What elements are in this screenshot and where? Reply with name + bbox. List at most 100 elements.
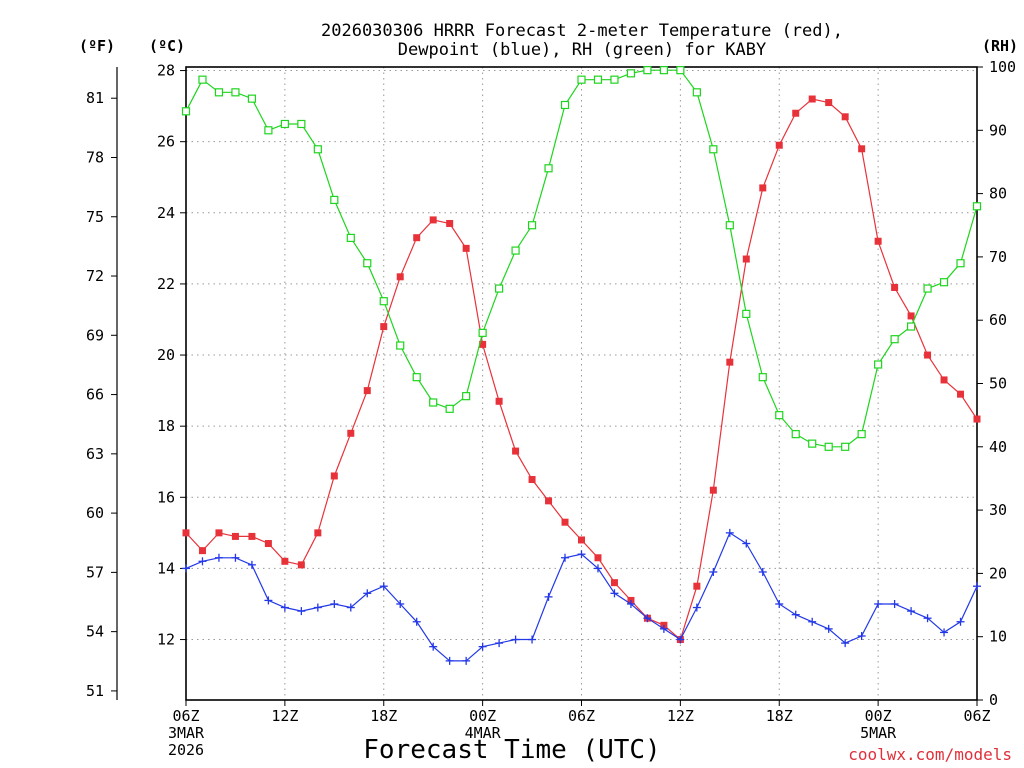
x-tick-label: 00Z	[865, 707, 892, 725]
rh-point	[923, 284, 932, 293]
rh-point	[560, 100, 570, 110]
temperature-point	[396, 273, 404, 281]
dewpoint-point	[429, 642, 438, 651]
rh-point	[626, 69, 636, 78]
rh-point	[330, 195, 339, 205]
rh-point	[808, 439, 817, 448]
rh-point	[412, 373, 421, 382]
dewpoint-point	[923, 614, 932, 623]
rh-point	[758, 373, 767, 382]
rh-tick-label: 0	[989, 691, 998, 709]
celsius-tick-label: 16	[157, 488, 175, 506]
rh-point	[264, 126, 273, 135]
dewpoint-point	[313, 603, 322, 612]
temperature-point	[297, 561, 305, 569]
rh-point	[198, 75, 207, 84]
dewpoint-point	[758, 567, 767, 576]
temperature-point	[907, 312, 915, 320]
temperature-point	[891, 283, 899, 291]
temperature-point	[792, 109, 800, 117]
rh-tick-label: 50	[989, 375, 1007, 393]
dewpoint-point	[775, 599, 784, 608]
rh-point	[363, 259, 372, 268]
plot-frame	[185, 66, 978, 701]
temperature-point	[281, 557, 289, 565]
celsius-unit-label: (ºC)	[149, 37, 185, 55]
celsius-tick-label: 18	[157, 417, 175, 435]
rh-tick-label: 70	[989, 248, 1007, 266]
temperature-point	[495, 397, 503, 405]
fahrenheit-tick-label: 51	[86, 682, 104, 700]
chart-title-line1: 2026030306 HRRR Forecast 2-meter Tempera…	[321, 21, 843, 41]
fahrenheit-unit-label: (ºF)	[79, 37, 115, 55]
x-tick-label: 18Z	[370, 707, 397, 725]
dewpoint-point	[396, 599, 405, 608]
rh-point	[775, 411, 784, 420]
rh-point	[593, 75, 603, 84]
temperature-point	[594, 554, 602, 562]
dewpoint-point	[264, 596, 273, 605]
temperature-point	[709, 486, 717, 494]
fahrenheit-tick-label: 72	[86, 267, 104, 285]
rh-point	[874, 360, 883, 369]
dewpoint-point	[940, 628, 949, 637]
celsius-tick-label: 14	[157, 559, 175, 577]
rh-point	[841, 442, 850, 451]
rh-point	[659, 66, 668, 75]
temperature-point	[446, 219, 454, 227]
temperature-point	[957, 390, 965, 398]
temperature-line	[185, 98, 978, 641]
dewpoint-point	[495, 639, 504, 648]
dewpoint-point	[791, 610, 800, 619]
dewpoint-point	[676, 635, 685, 644]
rh-point	[396, 341, 405, 350]
rh-point	[692, 88, 701, 97]
dewpoint-point	[824, 624, 833, 633]
rh-point	[313, 145, 322, 154]
dewpoint-point	[626, 599, 635, 608]
temperature-point	[759, 184, 767, 192]
x-tick-label: 18Z	[766, 707, 793, 725]
rh-point	[791, 430, 800, 439]
rh-point	[511, 246, 520, 255]
temperature-point	[940, 376, 948, 384]
temperature-point	[545, 497, 553, 505]
rh-point	[280, 119, 289, 129]
celsius-tick-label: 26	[157, 133, 175, 151]
dewpoint-point	[907, 607, 916, 616]
fahrenheit-tick-label: 57	[86, 563, 104, 581]
x-tick-label: 06Z	[963, 707, 990, 725]
dewpoint-point	[478, 642, 487, 651]
rh-point	[956, 259, 965, 268]
dewpoint-point	[709, 567, 718, 576]
dewpoint-point	[231, 553, 240, 562]
temperature-point	[347, 429, 355, 437]
temperature-point	[808, 95, 816, 103]
x-date-label: 3MAR	[168, 724, 205, 742]
x-year-label: 2026	[168, 741, 204, 759]
dewpoint-point	[182, 564, 190, 573]
x-date-label: 4MAR	[465, 724, 502, 742]
rh-tick-label: 80	[989, 185, 1007, 203]
dewpoint-point	[659, 624, 668, 633]
dewpoint-point	[280, 603, 289, 612]
temperature-point	[215, 529, 223, 537]
rh-point	[429, 398, 438, 407]
temperature-point	[726, 358, 734, 366]
celsius-tick-label: 22	[157, 275, 175, 293]
temperature-point	[264, 540, 272, 548]
rh-point	[495, 284, 504, 293]
dewpoint-point	[874, 599, 883, 608]
series-temperature	[182, 95, 981, 644]
dewpoint-point	[808, 617, 817, 626]
rh-point	[214, 88, 224, 97]
dewpoint-point	[610, 589, 619, 598]
rh-point	[725, 221, 734, 230]
rh-point	[824, 442, 833, 451]
rh-point	[906, 322, 916, 331]
series-dewpoint	[182, 528, 981, 665]
x-tick-label: 12Z	[667, 707, 694, 725]
fahrenheit-tick-label: 69	[86, 326, 104, 344]
credit-text: coolwx.com/models	[848, 745, 1012, 764]
